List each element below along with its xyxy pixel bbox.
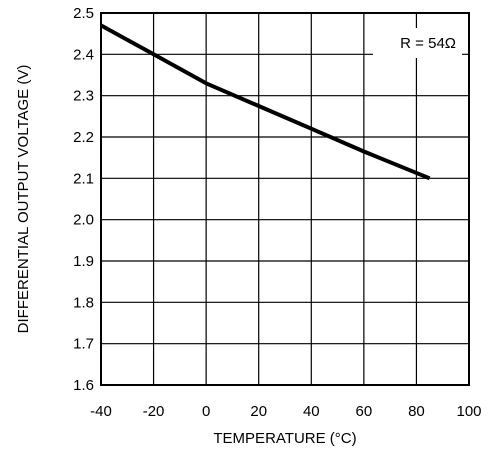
- x-tick-label: 40: [303, 403, 320, 420]
- y-tick-label: 1.7: [73, 336, 94, 353]
- series-line: [100, 23, 431, 181]
- x-tick-label: 100: [456, 403, 481, 420]
- resistance-annotation: R = 54Ω: [400, 35, 456, 52]
- x-tick-label: -20: [143, 403, 165, 420]
- x-tick-label: -40: [90, 403, 112, 420]
- y-tick-label: 2.2: [73, 129, 94, 146]
- x-tick-label: 60: [356, 403, 373, 420]
- y-tick-labels: 1.6 1.7 1.8 1.9 2.0 2.1 2.2 2.3 2.4 2.5: [73, 5, 94, 394]
- y-tick-label: 1.6: [73, 377, 94, 394]
- y-tick-label: 2.4: [73, 46, 94, 63]
- x-tick-label: 80: [408, 403, 425, 420]
- y-tick-label: 1.9: [73, 253, 94, 270]
- x-tick-label: 0: [202, 403, 210, 420]
- y-tick-label: 1.8: [73, 294, 94, 311]
- plot-frame: [100, 12, 470, 386]
- plot-area: [101, 13, 469, 385]
- x-tick-label: 20: [250, 403, 267, 420]
- y-tick-label: 2.0: [73, 212, 94, 229]
- y-axis-title: DIFFERENTIAL OUTPUT VOLTAGE (V): [15, 65, 32, 334]
- x-tick-labels: -40 -20 0 20 40 60 80 100: [90, 403, 481, 420]
- x-axis-title: TEMPERATURE (°C): [213, 430, 356, 447]
- y-tick-label: 2.3: [73, 88, 94, 105]
- y-tick-label: 2.1: [73, 170, 94, 187]
- annotation-box: [373, 28, 462, 58]
- series-layer: [100, 23, 431, 181]
- y-tick-label: 2.5: [73, 5, 94, 22]
